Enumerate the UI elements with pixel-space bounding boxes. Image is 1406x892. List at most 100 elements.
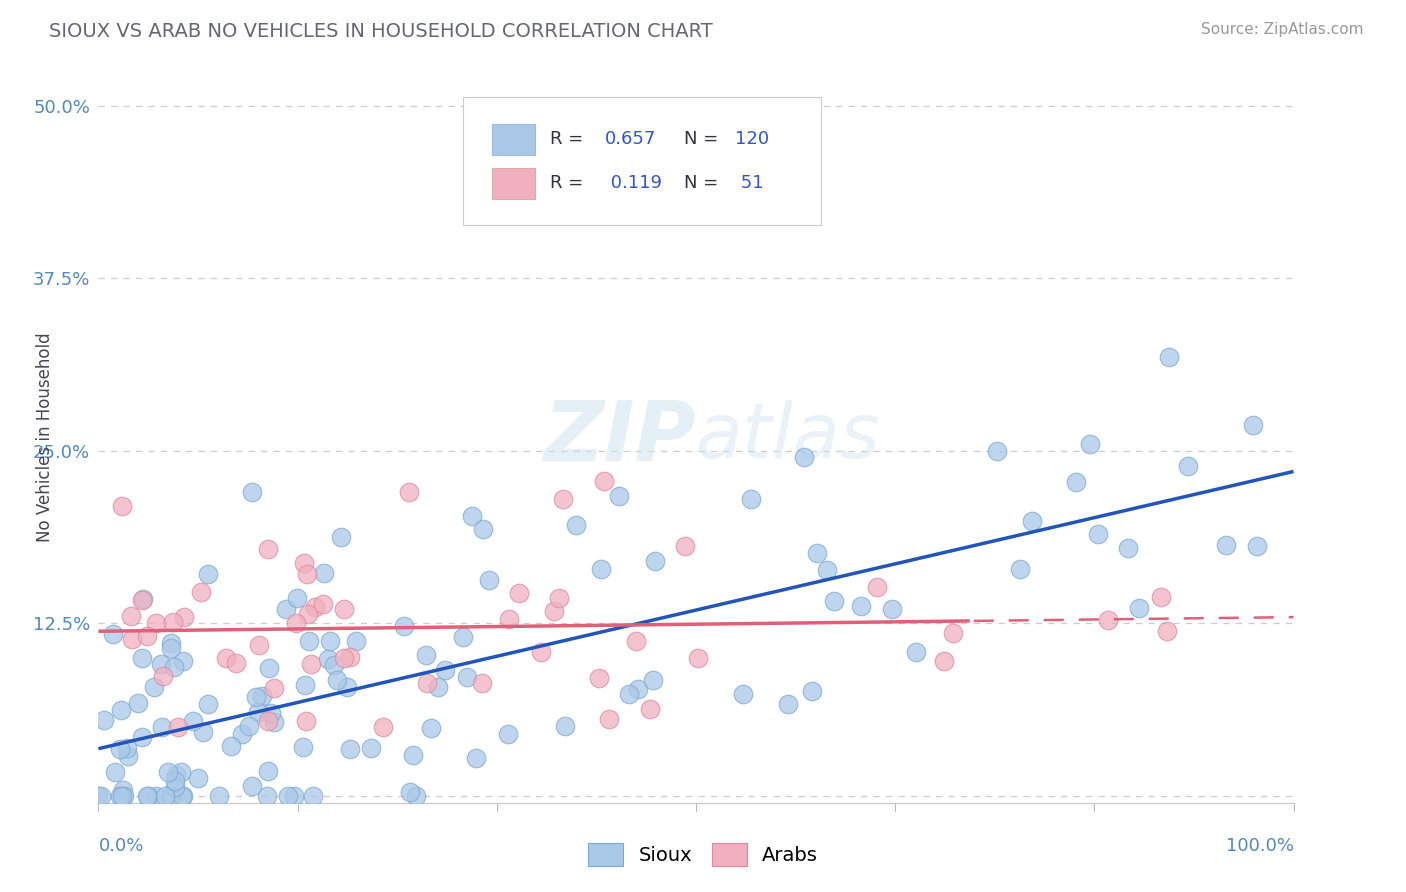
Point <box>1097 613 1119 627</box>
Point <box>1159 350 1181 364</box>
FancyBboxPatch shape <box>492 168 534 199</box>
Point <box>257 714 280 728</box>
Point <box>543 604 565 618</box>
Point <box>276 601 298 615</box>
Text: 0.119: 0.119 <box>605 174 662 193</box>
Point <box>801 683 824 698</box>
Point <box>776 697 799 711</box>
Point <box>849 599 872 614</box>
Point <box>398 485 420 500</box>
Point <box>904 645 927 659</box>
Point <box>163 660 186 674</box>
Point <box>221 739 243 753</box>
Point <box>941 626 963 640</box>
Point <box>740 492 762 507</box>
Point <box>496 726 519 740</box>
Point <box>398 784 420 798</box>
Text: N =: N = <box>685 174 718 193</box>
Point <box>156 765 179 780</box>
Point <box>427 680 450 694</box>
Point <box>295 714 318 728</box>
Point <box>136 629 159 643</box>
Point <box>932 654 955 668</box>
Point <box>415 648 437 662</box>
Text: 51: 51 <box>735 174 763 193</box>
Text: R =: R = <box>550 174 583 193</box>
Point <box>145 789 167 803</box>
Point <box>498 612 520 626</box>
Point <box>136 789 159 803</box>
Point <box>297 607 319 621</box>
Point <box>283 789 305 803</box>
Point <box>240 779 263 793</box>
Point <box>1010 561 1032 575</box>
Text: 0.657: 0.657 <box>605 130 657 148</box>
Point <box>108 741 131 756</box>
Point <box>240 485 263 500</box>
Point <box>187 772 209 786</box>
Point <box>165 768 187 782</box>
Point <box>257 661 280 675</box>
Point <box>294 678 316 692</box>
Point <box>333 650 356 665</box>
Point <box>256 789 278 803</box>
Point <box>344 634 367 648</box>
Point <box>465 750 488 764</box>
Point <box>117 748 139 763</box>
Point <box>1064 475 1087 489</box>
Point <box>1215 538 1237 552</box>
Point <box>1150 590 1173 604</box>
Point <box>183 714 205 728</box>
Point <box>111 783 134 797</box>
Point <box>311 597 333 611</box>
Point <box>284 616 307 631</box>
Point <box>149 657 172 672</box>
FancyBboxPatch shape <box>463 97 821 225</box>
Point <box>160 640 183 655</box>
Point <box>1241 417 1264 432</box>
Point <box>153 789 176 803</box>
Point <box>132 591 155 606</box>
Point <box>329 530 352 544</box>
Point <box>173 610 195 624</box>
Point <box>806 546 828 560</box>
Point <box>1087 527 1109 541</box>
Point <box>166 720 188 734</box>
Point <box>302 789 325 803</box>
Point <box>1156 624 1178 638</box>
Text: N =: N = <box>685 130 718 148</box>
Point <box>238 719 260 733</box>
Text: SIOUX VS ARAB NO VEHICLES IN HOUSEHOLD CORRELATION CHART: SIOUX VS ARAB NO VEHICLES IN HOUSEHOLD C… <box>49 22 713 41</box>
Point <box>419 721 441 735</box>
Point <box>312 566 335 581</box>
Point <box>456 670 478 684</box>
Point <box>471 675 494 690</box>
Point <box>626 681 648 696</box>
Point <box>145 615 167 630</box>
Point <box>1246 539 1268 553</box>
Point <box>231 727 253 741</box>
Point <box>292 557 315 571</box>
Point <box>793 450 815 465</box>
Point <box>191 725 214 739</box>
Text: 120: 120 <box>735 130 769 148</box>
Point <box>316 652 339 666</box>
Point <box>591 562 613 576</box>
Point <box>197 566 219 581</box>
Point <box>163 780 186 794</box>
Point <box>405 789 427 803</box>
Point <box>150 720 173 734</box>
Point <box>626 634 648 648</box>
Legend: Sioux, Arabs: Sioux, Arabs <box>581 835 825 873</box>
Point <box>880 602 903 616</box>
Text: atlas: atlas <box>696 401 880 474</box>
Point <box>638 702 661 716</box>
Point <box>263 715 285 730</box>
Point <box>172 789 194 803</box>
Point <box>257 764 280 778</box>
Point <box>339 742 361 756</box>
Point <box>323 658 346 673</box>
Point <box>336 680 359 694</box>
Point <box>360 740 382 755</box>
Point <box>986 444 1008 458</box>
